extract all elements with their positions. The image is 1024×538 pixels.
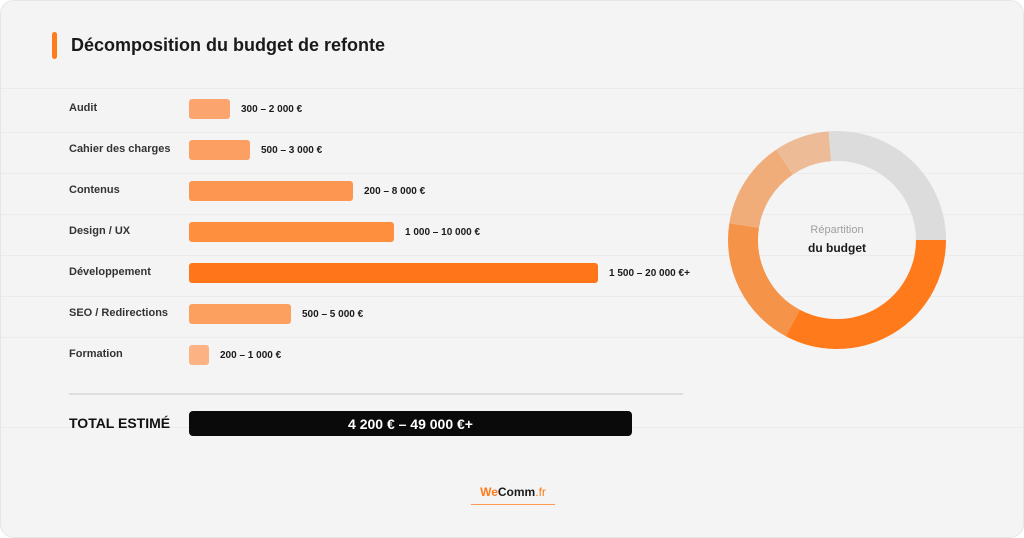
category-label: Cahier des charges: [69, 143, 171, 155]
divider: [69, 393, 683, 395]
bar-value-label: 200 – 1 000 €: [220, 350, 282, 361]
bar-value-label: 500 – 3 000 €: [261, 145, 323, 156]
category-label: Formation: [69, 348, 123, 360]
donut-chart: Répartition du budget: [728, 131, 946, 349]
donut-segment: [785, 239, 946, 349]
grid-line: [1, 296, 1023, 297]
category-label: Design / UX: [69, 225, 131, 237]
brand-comm: Comm: [497, 485, 536, 499]
donut-title-line2: du budget: [808, 241, 866, 255]
grid-line: [1, 214, 1023, 215]
bar: [189, 140, 250, 160]
bar: [189, 99, 230, 119]
brand-we: We: [480, 485, 498, 499]
grid-line: [1, 255, 1023, 256]
bar-value-label: 200 – 8 000 €: [364, 186, 426, 197]
bar: [189, 304, 291, 324]
brand-logo: WeComm.fr: [471, 485, 555, 499]
title-accent-bar: [52, 32, 57, 59]
donut-segment: [729, 149, 794, 229]
bar: [189, 222, 394, 242]
grid-line: [1, 132, 1023, 133]
grid-line: [1, 337, 1023, 338]
donut-segment: [776, 131, 832, 175]
category-label: Développement: [69, 266, 151, 278]
grid-line: [1, 173, 1023, 174]
brand-underline: [471, 504, 555, 505]
bar-value-label: 1 000 – 10 000 €: [405, 227, 481, 238]
bar-value-label: 300 – 2 000 €: [241, 104, 303, 115]
category-label: Audit: [69, 102, 98, 114]
bar: [189, 181, 353, 201]
brand-tld: .fr: [535, 485, 546, 499]
donut-segment: [728, 223, 801, 337]
total-label: TOTAL ESTIMÉ: [69, 415, 171, 431]
bar: [189, 345, 209, 365]
page-title: Décomposition du budget de refonte: [71, 35, 385, 55]
category-label: SEO / Redirections: [69, 307, 169, 319]
grid-line: [1, 88, 1023, 89]
bar-value-label: 500 – 5 000 €: [302, 309, 364, 320]
total-value-box: 4 200 € – 49 000 €+: [189, 411, 632, 436]
bar-value-label: 1 500 – 20 000 €+: [609, 268, 690, 279]
donut-segment: [828, 131, 946, 241]
total-value: 4 200 € – 49 000 €+: [348, 415, 473, 432]
bar: [189, 263, 598, 283]
donut-title-line1: Répartition: [810, 224, 863, 236]
category-label: Contenus: [69, 184, 120, 196]
